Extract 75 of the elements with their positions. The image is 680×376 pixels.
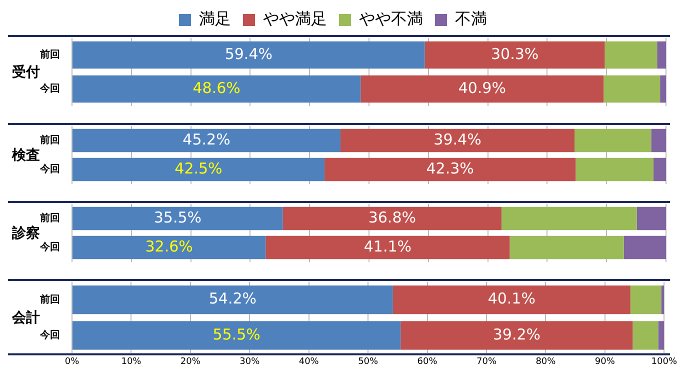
bar	[654, 158, 666, 182]
y-tick-label: 前回	[39, 212, 60, 224]
bar	[604, 41, 658, 69]
bar	[658, 321, 664, 350]
x-tick-label: 50%	[358, 356, 379, 367]
data-label: 41.1%	[364, 237, 412, 256]
y-axis-title: 検査	[11, 148, 40, 164]
bar	[72, 128, 340, 152]
x-tick-label: 10%	[121, 356, 142, 367]
bar	[632, 321, 658, 350]
y-tick-label: 前回	[39, 134, 60, 146]
data-label: 42.3%	[426, 159, 474, 178]
bar	[501, 206, 637, 230]
y-axis-title: 診察	[11, 224, 40, 242]
data-label: 32.6%	[145, 237, 193, 256]
y-tick-label: 今回	[39, 241, 60, 254]
x-tick-label: 20%	[180, 356, 201, 367]
y-axis-title: 会計	[11, 310, 40, 326]
data-label: 42.5%	[174, 159, 222, 178]
data-label: 48.6%	[192, 78, 240, 97]
bar	[604, 75, 660, 103]
data-label: 40.1%	[488, 290, 536, 308]
bar	[400, 321, 633, 350]
data-label: 35.5%	[154, 208, 202, 226]
legend-label: やや満足	[263, 9, 327, 28]
bar	[72, 75, 361, 103]
bar	[340, 128, 575, 152]
y-tick-label: 今回	[39, 163, 60, 176]
bar	[72, 41, 425, 69]
bar	[624, 236, 666, 260]
data-label: 40.9%	[458, 78, 506, 97]
bar	[72, 158, 324, 182]
bar	[72, 236, 266, 260]
x-tick-label: 30%	[240, 356, 260, 367]
bar	[324, 158, 576, 182]
bar	[630, 285, 662, 314]
data-label: 39.4%	[434, 130, 482, 148]
bar	[651, 128, 666, 152]
bar	[282, 206, 502, 230]
bar	[660, 75, 666, 103]
bar	[576, 158, 654, 182]
y-tick-label: 前回	[39, 48, 60, 61]
legend-label: やや不満	[359, 9, 423, 28]
bar	[360, 75, 604, 103]
bar	[510, 236, 624, 260]
data-label: 59.4%	[224, 44, 272, 63]
bar	[636, 206, 666, 230]
bar	[657, 41, 666, 69]
y-axis-title: 受付	[11, 64, 40, 81]
x-tick-label: 0%	[64, 356, 80, 367]
bar	[661, 285, 664, 314]
legend-label: 満足	[199, 9, 231, 28]
bar	[392, 285, 630, 314]
bar	[424, 41, 605, 69]
x-tick-label: 70%	[476, 356, 497, 367]
data-label: 54.2%	[208, 290, 257, 308]
data-label: 36.8%	[368, 208, 416, 226]
data-label: 30.3%	[491, 44, 539, 63]
bar	[72, 206, 283, 230]
y-tick-label: 前回	[39, 293, 60, 306]
bar	[72, 285, 393, 314]
x-tick-label: 40%	[298, 356, 320, 367]
bar	[72, 321, 401, 350]
data-label: 55.5%	[212, 325, 260, 344]
data-label: 45.2%	[182, 130, 230, 148]
y-tick-label: 今回	[39, 328, 60, 341]
x-tick-label: 60%	[417, 356, 438, 367]
legend-label: 不満	[455, 9, 487, 28]
x-tick-label: 80%	[536, 356, 556, 367]
data-label: 39.2%	[492, 325, 541, 344]
x-tick-label: 100%	[651, 356, 678, 367]
y-tick-label: 今回	[39, 82, 60, 95]
bar	[266, 236, 510, 260]
x-tick-label: 90%	[594, 356, 616, 367]
bar	[574, 128, 652, 152]
